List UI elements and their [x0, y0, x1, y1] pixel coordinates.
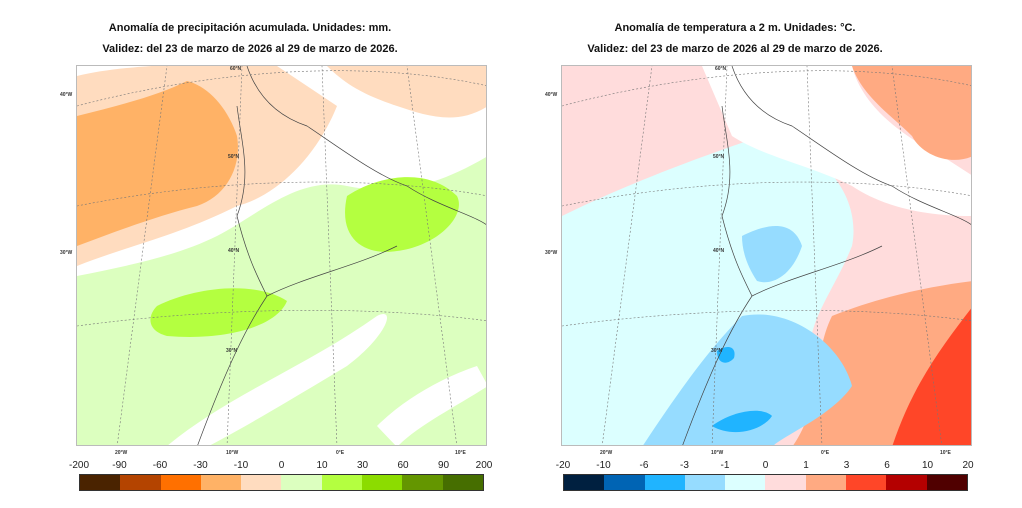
colorbar-swatch: [160, 475, 201, 490]
colorbar-swatch: [926, 475, 967, 490]
colorbar-tick-label: -10: [596, 460, 611, 471]
precip-colorbar-ticks: -200 -90 -60 -30 -10 0 10 30 60 90 200: [69, 460, 492, 472]
lon-label: 10°E: [940, 450, 951, 456]
colorbar-swatch: [564, 475, 605, 490]
lat-label: 30°N: [226, 348, 238, 354]
lat-label: 60°N: [230, 66, 242, 72]
colorbar-swatch: [402, 475, 443, 490]
lon-label: 0°E: [336, 450, 345, 456]
lon-label: 40°W: [60, 92, 73, 98]
colorbar-tick-label: 200: [475, 460, 493, 471]
colorbar-tick-label: 0: [762, 460, 769, 471]
colorbar-tick-label: 60: [397, 460, 409, 471]
colorbar-swatch: [362, 475, 403, 490]
precip-validity: Validez: del 23 de marzo de 2026 al 29 d…: [102, 43, 398, 55]
colorbar-swatch: [846, 475, 887, 490]
colorbar-swatch: [241, 475, 282, 490]
colorbar-tick-label: -6: [639, 460, 649, 471]
lat-label: 50°N: [228, 154, 240, 160]
temperature-panel: Anomalía de temperatura a 2 m. Unidades:…: [485, 0, 985, 508]
precip-map: [76, 65, 487, 446]
colorbar-swatch: [200, 475, 242, 490]
lon-label: 0°E: [821, 450, 830, 456]
lat-label: 30°N: [711, 348, 723, 354]
temp-colorbar-ticks: -20 -10 -6 -3 -1 0 1 3 6 10 20: [556, 460, 974, 472]
lon-label: 20°W: [115, 450, 128, 456]
colorbar-tick-label: 0: [278, 460, 285, 471]
colorbar-tick-label: 3: [843, 460, 850, 471]
colorbar-swatch: [684, 475, 726, 490]
colorbar-swatch: [805, 475, 847, 490]
colorbar-swatch: [321, 475, 363, 490]
lat-label: 60°N: [715, 66, 727, 72]
colorbar-swatch: [765, 475, 806, 490]
colorbar-tick-label: 90: [437, 460, 450, 471]
colorbar-tick-label: 30: [356, 460, 369, 471]
precipitation-panel: Anomalía de precipitación acumulada. Uni…: [0, 0, 500, 508]
colorbar-tick-label: 10: [316, 460, 328, 471]
precip-title: Anomalía de precipitación acumulada. Uni…: [108, 22, 392, 34]
colorbar-tick-label: -200: [68, 460, 90, 471]
colorbar-swatch: [644, 475, 685, 490]
colorbar-swatch: [442, 475, 483, 490]
colorbar-tick-label: -3: [680, 460, 689, 471]
temp-validity: Validez: del 23 de marzo de 2026 al 29 d…: [587, 43, 883, 55]
temp-colorbar: [563, 474, 968, 491]
precip-colorbar: [79, 474, 484, 491]
colorbar-tick-label: -30: [193, 460, 208, 471]
colorbar-tick-label: 10: [921, 460, 934, 471]
lon-label: 10°W: [711, 450, 724, 456]
lat-label: 50°N: [713, 154, 725, 160]
lat-label: 40°N: [713, 248, 725, 254]
colorbar-swatch: [80, 475, 121, 490]
lat-label: 40°N: [228, 248, 240, 254]
temp-map: [561, 65, 972, 446]
colorbar-tick-label: -90: [112, 460, 127, 471]
colorbar-tick-label: -20: [555, 460, 571, 471]
colorbar-tick-label: -1: [720, 460, 730, 471]
colorbar-swatch: [886, 475, 927, 490]
colorbar-swatch: [281, 475, 322, 490]
colorbar-tick-label: -10: [233, 460, 249, 471]
colorbar-swatch: [725, 475, 766, 490]
lon-label: 40°W: [545, 92, 558, 98]
lon-label: 30°W: [545, 250, 558, 256]
colorbar-tick-label: 6: [884, 460, 890, 471]
colorbar-tick-label: -60: [152, 460, 168, 471]
colorbar-swatch: [120, 475, 161, 490]
lon-label: 10°W: [226, 450, 239, 456]
colorbar-tick-label: 20: [962, 460, 974, 471]
lon-label: 30°W: [60, 250, 73, 256]
colorbar-swatch: [604, 475, 645, 490]
lon-label: 10°E: [455, 450, 466, 456]
lon-label: 20°W: [600, 450, 613, 456]
temp-title: Anomalía de temperatura a 2 m. Unidades:…: [614, 22, 856, 34]
colorbar-tick-label: 1: [803, 460, 809, 471]
